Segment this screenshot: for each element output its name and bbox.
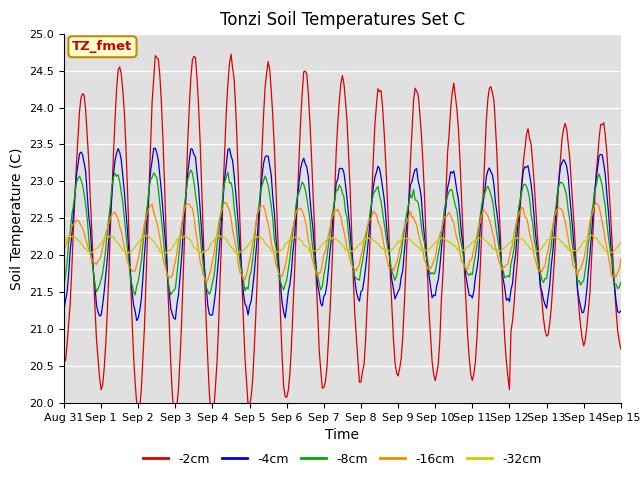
-4cm bbox=[412, 167, 419, 172]
-4cm bbox=[133, 318, 141, 324]
-32cm bbox=[76, 238, 83, 244]
-32cm bbox=[198, 251, 205, 257]
-8cm bbox=[76, 173, 83, 179]
-4cm bbox=[167, 306, 175, 312]
-8cm bbox=[131, 292, 139, 298]
-4cm bbox=[399, 268, 406, 274]
Text: TZ_fmet: TZ_fmet bbox=[72, 40, 132, 53]
-2cm bbox=[164, 278, 172, 284]
-16cm bbox=[617, 256, 625, 262]
-16cm bbox=[76, 219, 83, 225]
-16cm bbox=[221, 200, 228, 205]
-32cm bbox=[412, 242, 419, 248]
-16cm bbox=[164, 274, 172, 279]
-2cm bbox=[172, 413, 179, 419]
-4cm bbox=[552, 212, 559, 218]
-32cm bbox=[60, 240, 68, 245]
-4cm bbox=[152, 145, 159, 151]
Line: -32cm: -32cm bbox=[64, 235, 621, 254]
-2cm bbox=[552, 228, 559, 234]
-8cm bbox=[380, 220, 388, 226]
-32cm bbox=[380, 246, 388, 252]
Line: -4cm: -4cm bbox=[64, 148, 621, 321]
-2cm bbox=[380, 130, 388, 135]
Line: -8cm: -8cm bbox=[64, 170, 621, 295]
Title: Tonzi Soil Temperatures Set C: Tonzi Soil Temperatures Set C bbox=[220, 11, 465, 29]
-4cm bbox=[380, 196, 388, 202]
-2cm bbox=[412, 85, 419, 91]
-8cm bbox=[552, 205, 559, 211]
-32cm bbox=[617, 240, 625, 245]
-32cm bbox=[552, 235, 559, 240]
-2cm bbox=[76, 109, 83, 115]
-2cm bbox=[617, 346, 625, 352]
-16cm bbox=[412, 219, 419, 225]
-16cm bbox=[399, 231, 406, 237]
X-axis label: Time: Time bbox=[325, 429, 360, 443]
-16cm bbox=[552, 210, 559, 216]
-8cm bbox=[412, 197, 419, 203]
-4cm bbox=[76, 151, 83, 157]
Line: -2cm: -2cm bbox=[64, 54, 621, 416]
-4cm bbox=[60, 306, 68, 312]
Legend: -2cm, -4cm, -8cm, -16cm, -32cm: -2cm, -4cm, -8cm, -16cm, -32cm bbox=[138, 448, 547, 471]
-2cm bbox=[60, 358, 68, 364]
-4cm bbox=[617, 308, 625, 314]
-16cm bbox=[380, 243, 388, 249]
Line: -16cm: -16cm bbox=[64, 203, 621, 282]
-16cm bbox=[60, 247, 68, 253]
-8cm bbox=[187, 167, 195, 173]
-32cm bbox=[143, 232, 151, 238]
-8cm bbox=[165, 285, 173, 291]
-8cm bbox=[617, 280, 625, 286]
-8cm bbox=[399, 239, 406, 244]
-32cm bbox=[165, 247, 173, 253]
-2cm bbox=[227, 51, 235, 57]
-32cm bbox=[399, 235, 406, 241]
-2cm bbox=[399, 335, 406, 340]
-16cm bbox=[202, 279, 210, 285]
-8cm bbox=[60, 283, 68, 289]
Y-axis label: Soil Temperature (C): Soil Temperature (C) bbox=[10, 147, 24, 289]
